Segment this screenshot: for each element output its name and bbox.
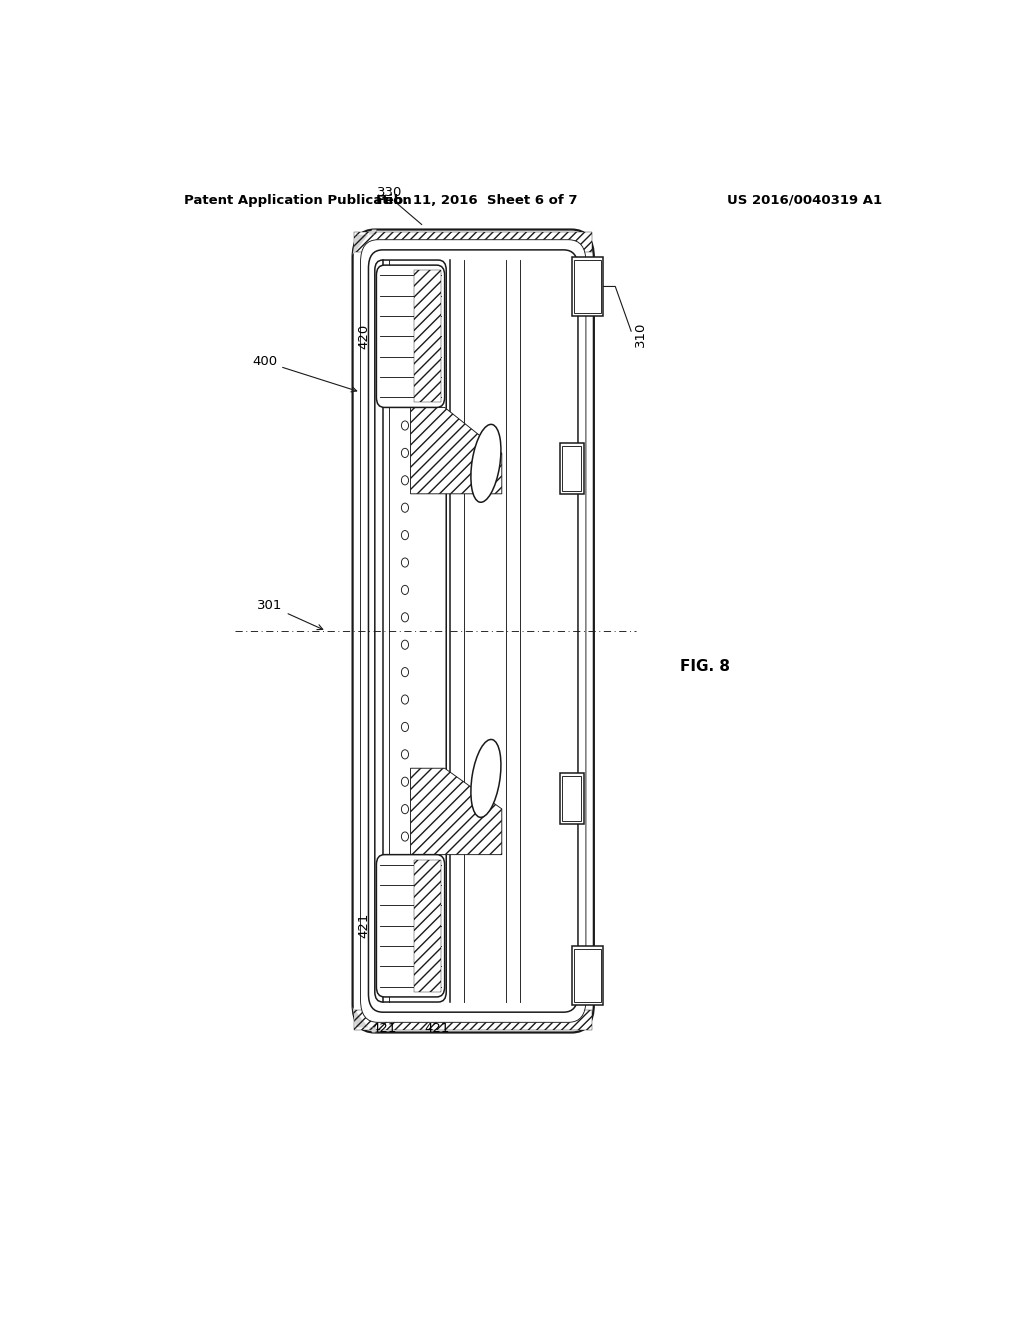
Text: 301: 301 [257,599,323,630]
FancyBboxPatch shape [377,265,444,408]
Text: 330: 330 [377,186,402,199]
Ellipse shape [471,739,501,817]
Polygon shape [352,230,377,255]
Polygon shape [411,768,502,854]
Bar [560,444,584,494]
Bar [354,1010,592,1031]
Bar [562,446,582,491]
Text: 421: 421 [424,1022,450,1035]
Bar [574,260,601,313]
Bar [574,949,601,1002]
Polygon shape [352,1007,377,1032]
Bar [414,859,441,991]
Bar [414,271,441,403]
Bar [571,946,603,1005]
FancyBboxPatch shape [369,249,578,1012]
FancyBboxPatch shape [352,230,594,1032]
Text: 400: 400 [252,355,356,392]
Text: Patent Application Publication: Patent Application Publication [183,194,412,207]
Text: US 2016/0040319 A1: US 2016/0040319 A1 [727,194,882,207]
Text: 421: 421 [357,913,370,939]
Bar [354,231,592,252]
Bar [560,774,584,824]
FancyBboxPatch shape [375,260,446,1002]
Bar [571,257,603,315]
Text: 420: 420 [357,323,370,348]
Text: FIG. 8: FIG. 8 [680,659,729,675]
Text: 310: 310 [634,322,646,347]
Text: 421: 421 [372,1022,397,1035]
FancyBboxPatch shape [360,240,586,1022]
Ellipse shape [471,424,501,503]
Bar [562,776,582,821]
Text: Feb. 11, 2016  Sheet 6 of 7: Feb. 11, 2016 Sheet 6 of 7 [377,194,578,207]
Text: 340: 340 [455,323,467,348]
Polygon shape [411,408,502,494]
FancyBboxPatch shape [377,854,444,997]
